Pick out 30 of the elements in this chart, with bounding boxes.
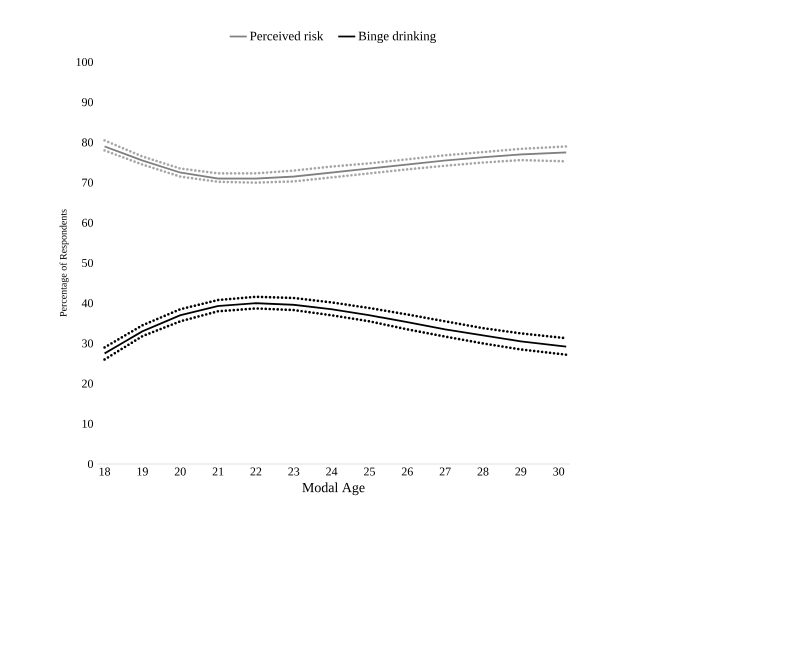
y-tick-label: 10 xyxy=(82,420,94,428)
y-tick-label: 0 xyxy=(88,460,94,468)
y-tick-label: 80 xyxy=(82,138,94,146)
x-tick-label: 28 xyxy=(478,468,488,476)
legend-label: Binge drinking xyxy=(358,31,436,44)
y-tick-label: 40 xyxy=(82,299,94,308)
x-tick-label: 27 xyxy=(440,468,451,476)
x-tick-label: 18 xyxy=(100,468,110,476)
y-tick-label: 90 xyxy=(82,98,94,106)
x-tick-label: 23 xyxy=(288,468,300,476)
y-tick-label: 100 xyxy=(76,58,94,66)
x-tick-label: 30 xyxy=(553,468,564,476)
x-tick-label: 21 xyxy=(212,468,224,476)
legend-label: Perceived risk xyxy=(250,31,324,40)
x-tick-label: 26 xyxy=(402,468,413,476)
y-axis-title: Percentage of Respondents xyxy=(60,209,69,317)
line-series xyxy=(104,302,568,354)
x-tick-label: 29 xyxy=(515,468,526,476)
line-series xyxy=(103,307,568,361)
y-tick-label: 60 xyxy=(82,218,94,227)
x-tick-label: 22 xyxy=(250,468,262,476)
x-tick-label: 25 xyxy=(364,468,375,476)
x-tick-label: 20 xyxy=(174,468,186,476)
y-tick-label: 70 xyxy=(82,178,94,187)
x-axis-title: Modal Age xyxy=(302,482,365,496)
x-tick-label: 19 xyxy=(137,468,148,476)
x-tick-label: 24 xyxy=(326,468,338,476)
y-tick-label: 50 xyxy=(82,258,94,268)
y-tick-label: 20 xyxy=(82,380,94,388)
y-tick-label: 30 xyxy=(82,339,94,348)
